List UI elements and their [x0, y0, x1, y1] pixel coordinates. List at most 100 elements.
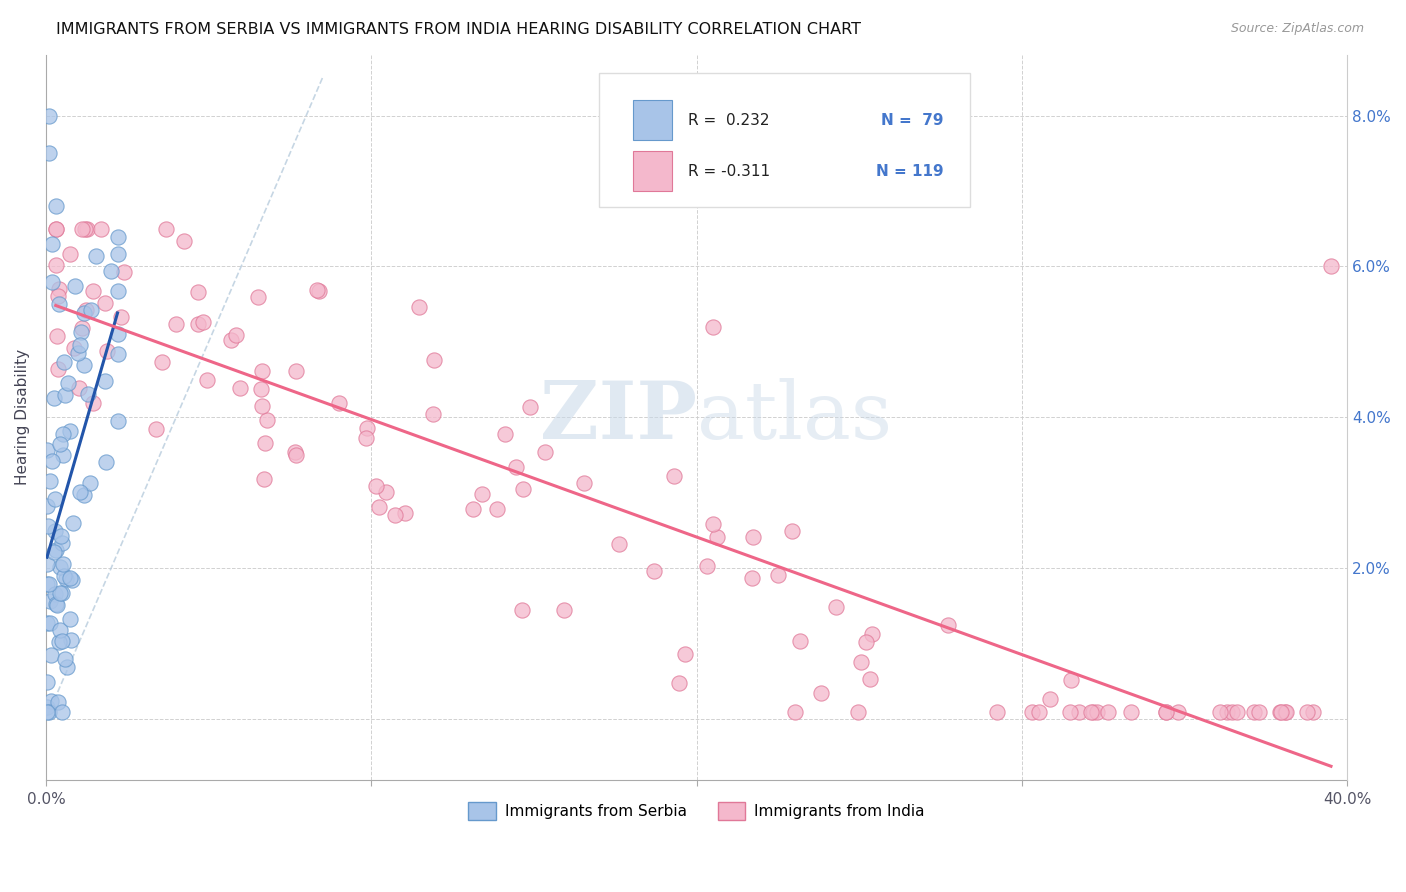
Point	[305, 283, 328, 297]
Point	[422, 407, 444, 421]
Point	[785, 705, 807, 719]
Point	[187, 317, 209, 331]
Point	[510, 603, 533, 617]
Point	[35, 557, 58, 571]
Point	[45, 598, 67, 612]
Text: R = -0.311: R = -0.311	[688, 163, 769, 178]
Point	[82, 284, 104, 298]
Point	[1154, 705, 1177, 719]
Point	[855, 635, 877, 649]
Point	[107, 246, 129, 260]
FancyBboxPatch shape	[633, 151, 672, 191]
Point	[48, 281, 70, 295]
Point	[673, 647, 696, 661]
Point	[1270, 705, 1292, 719]
Point	[1226, 705, 1249, 719]
Point	[1021, 705, 1043, 719]
Point	[60, 573, 83, 587]
Point	[73, 488, 96, 502]
Point	[1039, 692, 1062, 706]
Point	[45, 597, 67, 611]
Point	[67, 381, 90, 395]
Point	[49, 586, 72, 600]
Point	[195, 373, 218, 387]
Text: IMMIGRANTS FROM SERBIA VS IMMIGRANTS FROM INDIA HEARING DISABILITY CORRELATION C: IMMIGRANTS FROM SERBIA VS IMMIGRANTS FRO…	[56, 22, 862, 37]
Point	[53, 355, 76, 369]
Point	[173, 234, 195, 248]
Point	[66, 345, 89, 359]
Point	[256, 413, 278, 427]
Point	[485, 502, 508, 516]
Point	[107, 229, 129, 244]
Point	[49, 623, 72, 637]
Y-axis label: Hearing Disability: Hearing Disability	[15, 350, 30, 485]
Text: ZIP: ZIP	[540, 378, 696, 457]
Point	[70, 221, 93, 235]
Point	[44, 587, 66, 601]
Point	[936, 618, 959, 632]
Point	[356, 431, 378, 445]
Point	[107, 327, 129, 342]
FancyBboxPatch shape	[599, 73, 970, 207]
Point	[79, 475, 101, 490]
Point	[375, 484, 398, 499]
Point	[494, 427, 516, 442]
Point	[45, 543, 67, 558]
Point	[35, 577, 58, 591]
Point	[84, 249, 107, 263]
Point	[1080, 705, 1102, 719]
Point	[986, 705, 1008, 719]
Point	[45, 221, 67, 235]
Point	[187, 285, 209, 299]
Point	[1274, 705, 1296, 719]
Point	[69, 485, 91, 500]
Point	[328, 396, 350, 410]
Point	[252, 364, 274, 378]
Point	[193, 315, 215, 329]
Point	[37, 674, 59, 689]
Point	[39, 693, 62, 707]
Point	[38, 108, 60, 122]
Point	[1085, 705, 1108, 719]
Point	[72, 358, 94, 372]
Point	[60, 633, 83, 648]
Point	[110, 310, 132, 325]
Point	[219, 334, 242, 348]
Point	[38, 705, 60, 719]
Point	[696, 559, 718, 574]
Point	[96, 344, 118, 359]
Text: Source: ZipAtlas.com: Source: ZipAtlas.com	[1230, 22, 1364, 36]
Point	[46, 289, 69, 303]
Point	[38, 146, 60, 161]
Point	[48, 559, 70, 574]
Point	[662, 468, 685, 483]
Legend: Immigrants from Serbia, Immigrants from India: Immigrants from Serbia, Immigrants from …	[463, 796, 931, 826]
Point	[44, 545, 66, 559]
Point	[93, 374, 115, 388]
Point	[228, 381, 250, 395]
Point	[505, 459, 527, 474]
Point	[38, 616, 60, 631]
Point	[252, 399, 274, 413]
Point	[35, 699, 58, 714]
Point	[63, 279, 86, 293]
Point	[1167, 705, 1189, 719]
Point	[70, 320, 93, 334]
Point	[702, 517, 724, 532]
Point	[1247, 705, 1270, 719]
Point	[38, 577, 60, 591]
Text: R =  0.232: R = 0.232	[688, 113, 769, 128]
Point	[94, 454, 117, 468]
Point	[1154, 705, 1177, 719]
Point	[553, 603, 575, 617]
Point	[80, 302, 103, 317]
Point	[44, 492, 66, 507]
Point	[41, 454, 63, 468]
Point	[533, 445, 555, 459]
Point	[59, 571, 82, 585]
Point	[308, 284, 330, 298]
Point	[394, 506, 416, 520]
Point	[49, 436, 72, 450]
Point	[37, 519, 59, 533]
Point	[225, 328, 247, 343]
